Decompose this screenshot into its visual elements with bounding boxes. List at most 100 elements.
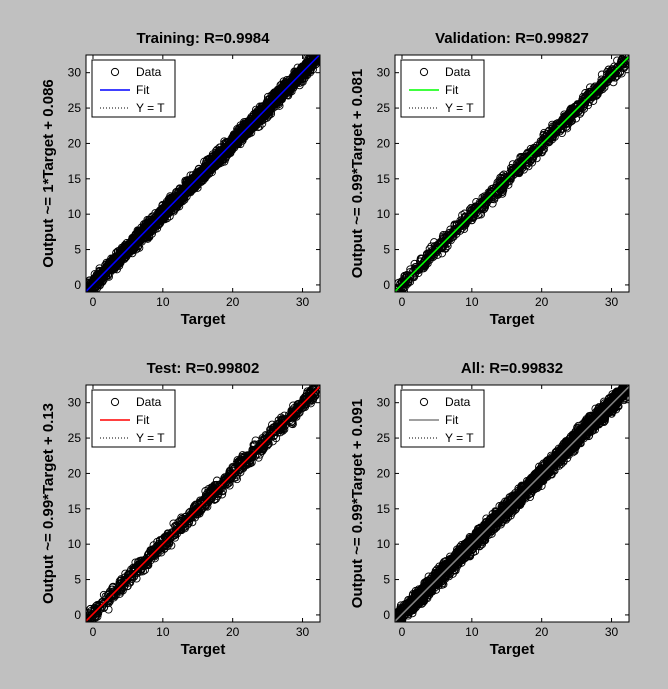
legend-entry: Y = T (100, 101, 165, 115)
y-tick-label: 15 (68, 172, 82, 186)
data-point (213, 486, 222, 495)
data-point (291, 70, 300, 79)
data-point (269, 92, 278, 101)
data-point (399, 284, 408, 292)
x-tick-label: 30 (296, 295, 310, 309)
legend-box (91, 59, 176, 118)
data-point (504, 180, 513, 189)
y-tick-label: 30 (68, 66, 82, 80)
data-point (159, 209, 168, 218)
data-point (262, 434, 271, 443)
data-point (579, 104, 589, 113)
legend: Data Fit Y = T (400, 59, 485, 118)
legend-entry: Data (110, 395, 162, 409)
plot-contents (86, 385, 320, 622)
data-point (300, 398, 309, 407)
data-point (139, 229, 148, 238)
data-point (519, 165, 528, 174)
data-point (194, 164, 203, 173)
x-axis-label: Target (181, 311, 226, 328)
data-point (155, 542, 164, 551)
fit-line (86, 385, 320, 622)
data-point (115, 581, 124, 590)
data-point (170, 199, 179, 208)
data-point (111, 263, 120, 272)
data-point (151, 209, 160, 218)
data-point (212, 476, 222, 485)
panel-title: Test: R=0.99802 (147, 360, 260, 377)
y-tick-label: 25 (377, 101, 391, 115)
data-point (300, 395, 309, 405)
data-point (450, 221, 459, 230)
legend-label: Data (445, 65, 471, 79)
data-point (238, 452, 247, 461)
legend-marker-circle (419, 67, 429, 77)
data-point (228, 132, 237, 141)
data-point (441, 244, 450, 253)
data-point (217, 156, 226, 165)
data-point (193, 504, 203, 513)
data-point (123, 581, 132, 591)
data-point (593, 90, 602, 99)
data-point (109, 587, 118, 596)
data-point (269, 427, 279, 437)
x-axis-label: Target (490, 311, 535, 328)
data-point (86, 614, 95, 622)
data-point (600, 83, 609, 92)
x-tick-label: 30 (605, 295, 619, 309)
y-tick-label: 15 (68, 502, 82, 516)
data-point (250, 117, 259, 126)
data-point (128, 570, 137, 579)
data-point (416, 263, 425, 272)
legend-entry: Fit (409, 83, 459, 97)
data-point (548, 127, 557, 136)
y-tick-label: 5 (383, 243, 390, 257)
data-point (433, 246, 442, 255)
data-point (524, 158, 533, 167)
data-point (94, 602, 103, 611)
y-tick-label: 10 (377, 207, 391, 221)
data-point (291, 75, 300, 84)
data-point (458, 220, 467, 229)
data-point (547, 131, 556, 140)
data-point (186, 510, 195, 520)
data-point (557, 128, 566, 138)
data-point (251, 109, 261, 118)
legend-label: Y = T (136, 431, 165, 445)
data-point (191, 506, 201, 515)
data-point (219, 477, 228, 486)
data-point (188, 185, 198, 194)
data-point (262, 98, 271, 108)
data-point (105, 262, 115, 271)
y-tick-label: 25 (68, 431, 82, 445)
y-tick-label: 15 (377, 172, 391, 186)
y-tick-label: 5 (74, 573, 81, 587)
data-point (432, 246, 441, 255)
legend-label: Y = T (445, 101, 474, 115)
data-point (516, 153, 525, 163)
data-point (211, 494, 220, 503)
data-point (203, 161, 213, 170)
data-point (409, 266, 418, 275)
data-point (427, 242, 436, 251)
data-point (92, 277, 101, 286)
data-point (211, 485, 220, 494)
data-point (419, 264, 428, 273)
data-point (256, 442, 265, 451)
data-point (133, 243, 142, 252)
data-point (167, 541, 176, 550)
data-point (115, 577, 124, 586)
data-point (170, 196, 179, 205)
data-point (400, 271, 409, 280)
data-point (472, 205, 481, 214)
plot-contents (395, 55, 629, 292)
x-tick-label: 0 (90, 295, 97, 309)
legend-entry: Data (110, 65, 162, 79)
data-point (223, 150, 232, 159)
data-point (452, 220, 461, 229)
data-point (92, 278, 102, 287)
fit-line (395, 56, 629, 292)
